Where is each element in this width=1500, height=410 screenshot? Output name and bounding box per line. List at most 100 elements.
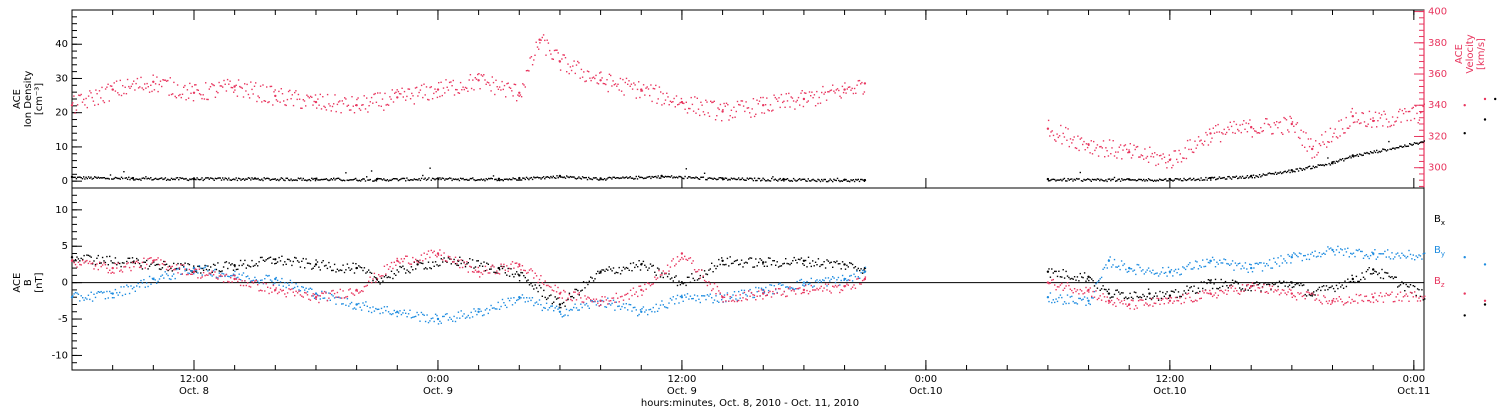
field-point [537,290,539,293]
field-point [147,258,149,260]
density-velocity-point [464,178,467,181]
field-point [647,313,649,316]
time-tick-label: 12:00 [1155,374,1184,385]
density-velocity-point [441,94,443,97]
density-velocity-point [1377,151,1379,154]
field-point [1392,277,1395,280]
field-point [1310,293,1312,295]
density-velocity-point [486,81,489,83]
density-velocity-point [241,87,243,89]
density-velocity-point [584,80,586,83]
density-velocity-point [740,100,742,102]
field-point [464,266,467,268]
field-point [557,308,559,310]
density-velocity-point [651,100,653,103]
density-velocity-point [139,86,141,88]
density-velocity-point [1218,176,1221,178]
field-point [138,266,141,269]
field-point [1401,300,1403,302]
field-point [1220,289,1222,292]
field-point [1303,294,1305,297]
field-point [1115,289,1117,292]
density-velocity-point [849,180,851,183]
density-velocity-point [1193,151,1195,154]
density-velocity-point [1139,178,1141,181]
field-point [1321,285,1323,288]
density-velocity-point [1387,149,1389,151]
density-velocity-point [1393,124,1395,126]
field-point [424,267,427,269]
density-velocity-point [708,177,711,179]
density-velocity-point [1200,139,1202,141]
density-velocity-point [1295,168,1297,170]
field-point [278,284,280,286]
density-velocity-point [785,178,787,181]
field-point [772,293,774,295]
field-point [1089,303,1091,306]
field-point [464,317,467,319]
field-point [1337,245,1339,248]
field-point [107,264,109,266]
density-velocity-point [666,92,668,94]
density-velocity-point [161,85,163,88]
field-point [565,308,568,311]
density-velocity-point [511,90,513,92]
field-point [638,285,640,287]
field-point [252,279,255,282]
density-velocity-point [1346,157,1349,159]
field-point [429,320,431,322]
field-point [195,269,198,272]
field-point [333,297,336,299]
density-velocity-point [264,178,267,180]
density-velocity-point [1376,149,1378,152]
density-velocity-point [518,91,521,95]
density-velocity-point [203,178,206,181]
density-velocity-point [316,177,318,179]
field-point [1253,285,1255,287]
field-point [284,261,286,263]
field-point [449,258,451,260]
field-point [185,268,188,270]
density-velocity-point [1105,179,1107,181]
field-point [1207,292,1210,295]
field-point [359,306,361,308]
density-velocity-point [1341,128,1344,130]
density-velocity-point [233,91,235,93]
field-point [137,259,139,261]
field-point [1397,293,1399,295]
density-velocity-point [461,89,463,91]
field-point [1142,293,1144,296]
field-point [406,255,408,257]
density-velocity-point [1234,176,1236,178]
field-point [109,255,111,258]
density-velocity-point [122,85,124,87]
field-point [1321,253,1323,255]
density-velocity-point [368,179,370,181]
field-point [217,278,219,280]
density-velocity-point [1268,124,1271,126]
field-point [164,271,166,273]
field-point [1069,278,1071,280]
density-velocity-point [1156,154,1158,156]
density-velocity-point [780,179,783,182]
density-velocity-point [1418,119,1421,121]
field-point [1099,278,1101,280]
field-point [177,272,179,274]
density-velocity-point [1404,108,1406,110]
density-velocity-point [818,96,820,99]
density-velocity-point [1407,110,1410,113]
density-velocity-point [625,176,628,178]
field-point [432,251,434,254]
field-point [1123,297,1126,299]
field-point [198,265,201,267]
density-velocity-point [269,179,271,181]
field-point [1132,270,1134,272]
field-point [850,288,852,290]
field-point [1253,282,1255,285]
field-axis-title-line: B [23,279,34,286]
density-velocity-point [699,114,701,117]
field-point [588,280,590,282]
density-velocity-point [712,101,714,103]
